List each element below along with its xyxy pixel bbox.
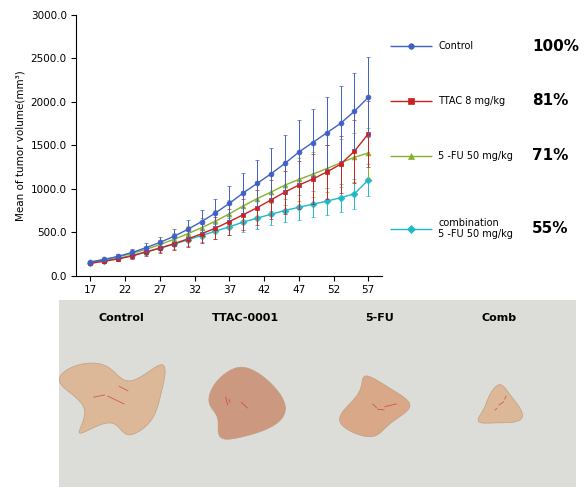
Text: 55%: 55%: [532, 221, 569, 236]
PathPatch shape: [340, 376, 410, 437]
PathPatch shape: [209, 367, 285, 439]
Text: 81%: 81%: [532, 93, 569, 108]
Text: Comb: Comb: [481, 313, 516, 323]
Text: Control: Control: [438, 41, 473, 51]
Text: 5 -FU 50 mg/kg: 5 -FU 50 mg/kg: [438, 151, 513, 160]
Text: TTAC 8 mg/kg: TTAC 8 mg/kg: [438, 96, 505, 106]
Text: 71%: 71%: [532, 148, 569, 163]
PathPatch shape: [478, 385, 523, 423]
Text: combination
5 -FU 50 mg/kg: combination 5 -FU 50 mg/kg: [438, 218, 513, 240]
Text: Control: Control: [98, 313, 144, 323]
Y-axis label: Mean of tumor volume(mm³): Mean of tumor volume(mm³): [15, 70, 25, 220]
PathPatch shape: [59, 363, 165, 435]
Text: 100%: 100%: [532, 38, 579, 54]
Text: TTAC-0001: TTAC-0001: [212, 313, 279, 323]
X-axis label: DAY: DAY: [217, 301, 242, 314]
Text: 5-FU: 5-FU: [365, 313, 394, 323]
